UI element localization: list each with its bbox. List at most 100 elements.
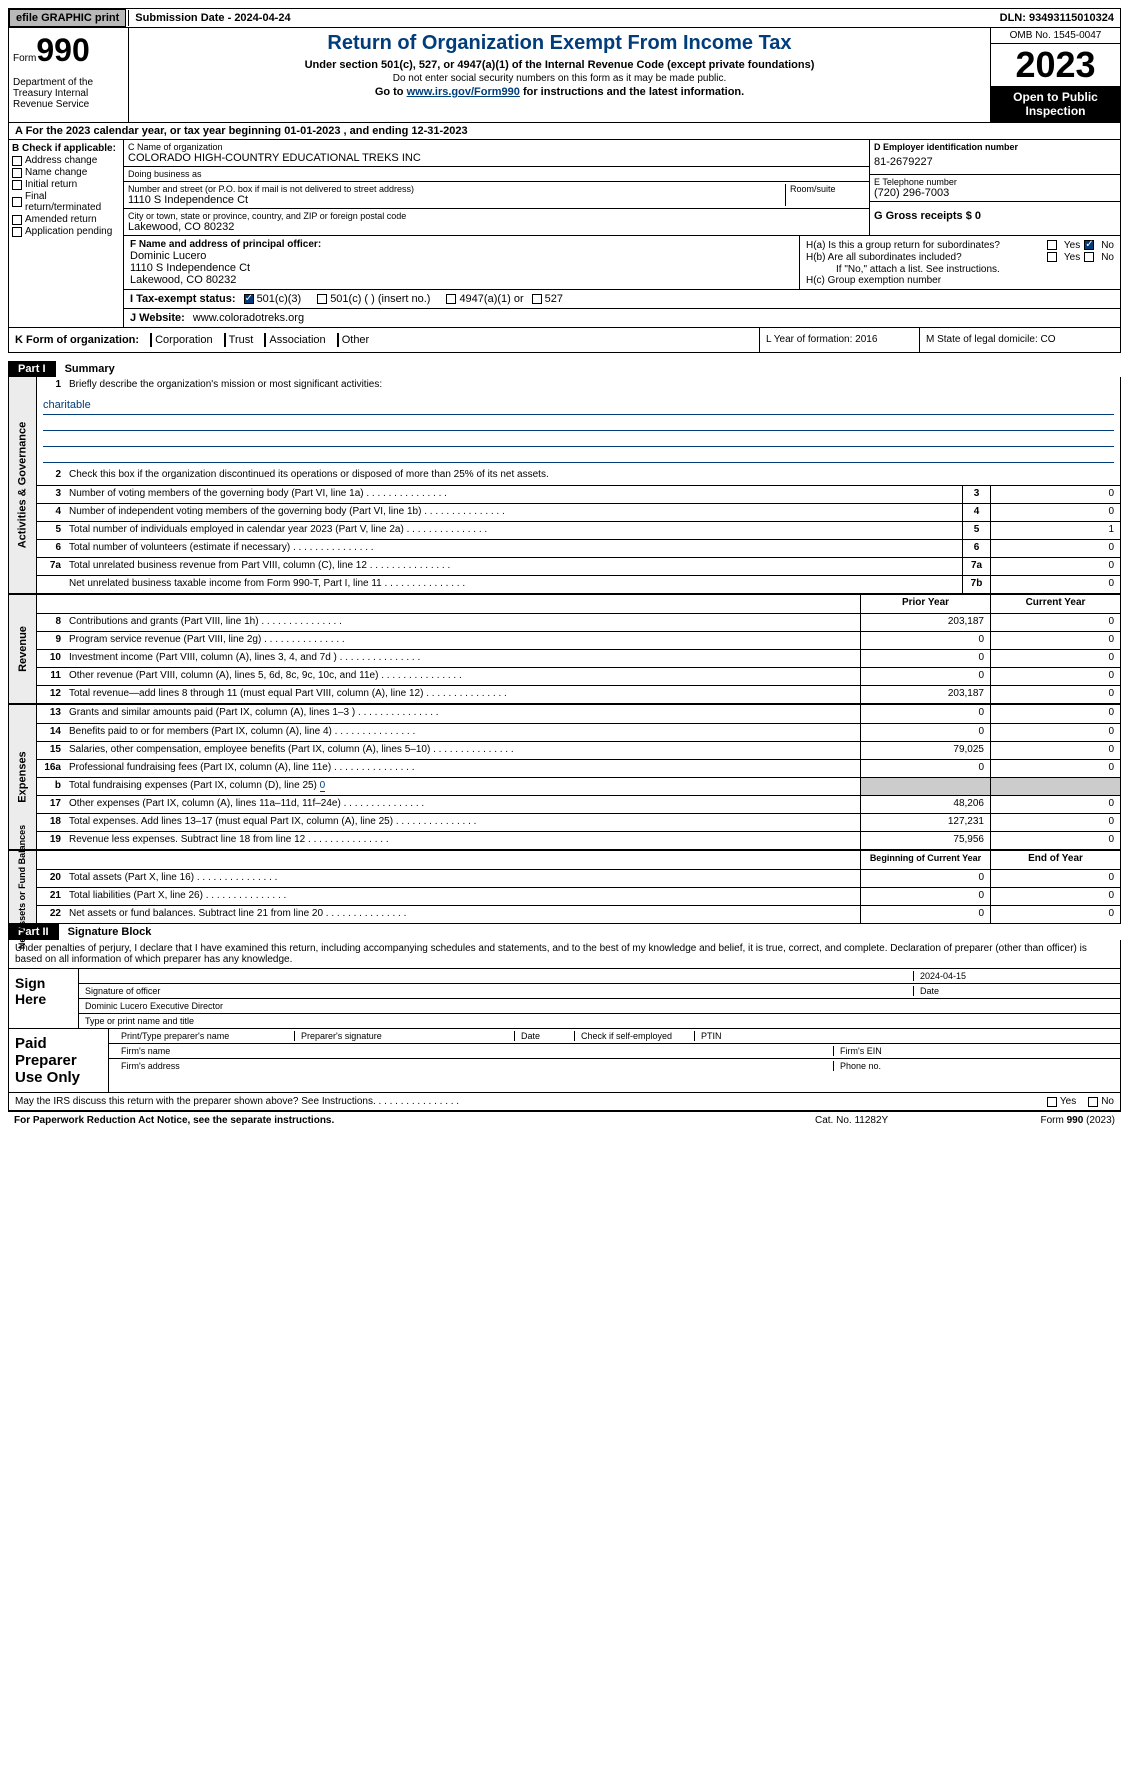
- sum-desc: Investment income (Part VIII, column (A)…: [65, 650, 860, 667]
- sum-val: 1: [990, 522, 1120, 539]
- prior-val: 0: [860, 668, 990, 685]
- hb-no-check[interactable]: [1084, 252, 1094, 262]
- 501c3-check[interactable]: [244, 294, 254, 304]
- sum-box: 7b: [962, 576, 990, 593]
- current-val: 0: [990, 650, 1120, 667]
- form-subtitle: Under section 501(c), 527, or 4947(a)(1)…: [133, 59, 986, 71]
- may-no[interactable]: [1088, 1097, 1098, 1107]
- sum-val: 0: [990, 558, 1120, 575]
- prior-val: 0: [860, 870, 990, 887]
- officer-name: Dominic Lucero: [130, 250, 793, 262]
- trust-check[interactable]: [224, 333, 226, 347]
- colb-check[interactable]: [12, 180, 22, 190]
- sum-desc: Revenue less expenses. Subtract line 18 …: [65, 832, 860, 849]
- colb-item: Name change: [25, 167, 87, 178]
- state-domicile: M State of legal domicile: CO: [920, 328, 1120, 352]
- form-header: Form990 Department of the Treasury Inter…: [8, 28, 1121, 123]
- prior-val: 48,206: [860, 796, 990, 813]
- prior-val: 0: [860, 632, 990, 649]
- colb-item: Application pending: [25, 226, 112, 237]
- colb-item: Address change: [25, 155, 97, 166]
- prior-year-header: Prior Year: [860, 595, 990, 613]
- colb-check[interactable]: [12, 227, 22, 237]
- sum-desc: Salaries, other compensation, employee b…: [65, 742, 860, 759]
- corp-check[interactable]: [150, 333, 152, 347]
- prep-name-label: Print/Type preparer's name: [115, 1031, 295, 1041]
- omb-number: OMB No. 1545-0047: [991, 28, 1120, 44]
- sum-desc: Grants and similar amounts paid (Part IX…: [65, 705, 860, 723]
- city-label: City or town, state or province, country…: [128, 211, 865, 221]
- colb-check[interactable]: [12, 215, 22, 225]
- tax-year: 2023: [991, 44, 1120, 86]
- sum-desc: Total number of volunteers (estimate if …: [65, 540, 962, 557]
- may-yes[interactable]: [1047, 1097, 1057, 1107]
- sum-desc: Other expenses (Part IX, column (A), lin…: [65, 796, 860, 813]
- street-label: Number and street (or P.O. box if mail i…: [128, 184, 785, 194]
- colb-check[interactable]: [12, 156, 22, 166]
- prep-sig-label: Preparer's signature: [295, 1031, 515, 1041]
- prior-val: 0: [860, 724, 990, 741]
- sum-desc: Program service revenue (Part VIII, line…: [65, 632, 860, 649]
- boy-header: Beginning of Current Year: [860, 851, 990, 869]
- prep-date-label: Date: [515, 1031, 575, 1041]
- row-a-period: A For the 2023 calendar year, or tax yea…: [8, 123, 1121, 140]
- row-k-label: K Form of organization:: [15, 334, 139, 346]
- colb-check[interactable]: [12, 168, 22, 178]
- current-val: 0: [990, 760, 1120, 777]
- colb-item: Initial return: [25, 179, 77, 190]
- sum-val: 0: [990, 504, 1120, 521]
- prior-val: 127,231: [860, 814, 990, 831]
- sum-val: 0: [990, 540, 1120, 557]
- dba-label: Doing business as: [128, 169, 865, 179]
- irs-link[interactable]: www.irs.gov/Form990: [407, 86, 520, 98]
- sum-val: 0: [990, 486, 1120, 503]
- current-val: 0: [990, 870, 1120, 887]
- column-b: B Check if applicable: Address changeNam…: [9, 140, 124, 327]
- inspection-notice: Open to Public Inspection: [991, 86, 1120, 122]
- prior-val: 0: [860, 705, 990, 723]
- colb-check[interactable]: [12, 197, 22, 207]
- ha-label: H(a) Is this a group return for subordin…: [806, 240, 1047, 251]
- firm-name-label: Firm's name: [115, 1046, 834, 1056]
- row-i-label: I Tax-exempt status:: [130, 293, 236, 305]
- city-value: Lakewood, CO 80232: [128, 221, 865, 233]
- ein-label: D Employer identification number: [874, 142, 1116, 152]
- hb-label: H(b) Are all subordinates included?: [806, 252, 1047, 263]
- ein-value: 81-2679227: [874, 152, 1116, 172]
- hc-label: H(c) Group exemption number: [806, 275, 1114, 286]
- sum-box: 7a: [962, 558, 990, 575]
- ha-yes-check[interactable]: [1047, 240, 1057, 250]
- sum-desc: Total number of individuals employed in …: [65, 522, 962, 539]
- sum-desc: Benefits paid to or for members (Part IX…: [65, 724, 860, 741]
- hb-yes-check[interactable]: [1047, 252, 1057, 262]
- mission-text: charitable: [43, 399, 1114, 415]
- declaration: Under penalties of perjury, I declare th…: [9, 940, 1120, 968]
- form-number: 990: [36, 32, 89, 68]
- type-name-label: Type or print name and title: [85, 1016, 194, 1026]
- other-check[interactable]: [337, 333, 339, 347]
- sum-desc: Professional fundraising fees (Part IX, …: [65, 760, 860, 777]
- 527-check[interactable]: [532, 294, 542, 304]
- sum-desc: Net assets or fund balances. Subtract li…: [65, 906, 860, 923]
- 501c-check[interactable]: [317, 294, 327, 304]
- org-name: COLORADO HIGH-COUNTRY EDUCATIONAL TREKS …: [128, 152, 865, 164]
- cat-no: Cat. No. 11282Y: [815, 1115, 965, 1126]
- firm-ein-label: Firm's EIN: [834, 1046, 1114, 1056]
- assoc-check[interactable]: [264, 333, 266, 347]
- ha-no-check[interactable]: [1084, 240, 1094, 250]
- form-ref: Form 990 (2023): [965, 1115, 1115, 1126]
- officer-city: Lakewood, CO 80232: [130, 274, 793, 286]
- current-val: 0: [990, 832, 1120, 849]
- form-label: Form: [13, 53, 36, 64]
- current-val: 0: [990, 796, 1120, 813]
- current-val: 0: [990, 632, 1120, 649]
- efile-btn[interactable]: efile GRAPHIC print: [9, 9, 126, 27]
- submission-date: Submission Date - 2024-04-24: [128, 10, 993, 26]
- firm-addr-label: Firm's address: [115, 1061, 834, 1071]
- exp-sidebar: Expenses: [17, 751, 29, 802]
- topbar: efile GRAPHIC print Submission Date - 20…: [8, 8, 1121, 28]
- colb-item: Final return/terminated: [25, 191, 120, 213]
- line2-desc: Check this box if the organization disco…: [65, 467, 1120, 485]
- officer-street: 1110 S Independence Ct: [130, 262, 793, 274]
- 4947-check[interactable]: [446, 294, 456, 304]
